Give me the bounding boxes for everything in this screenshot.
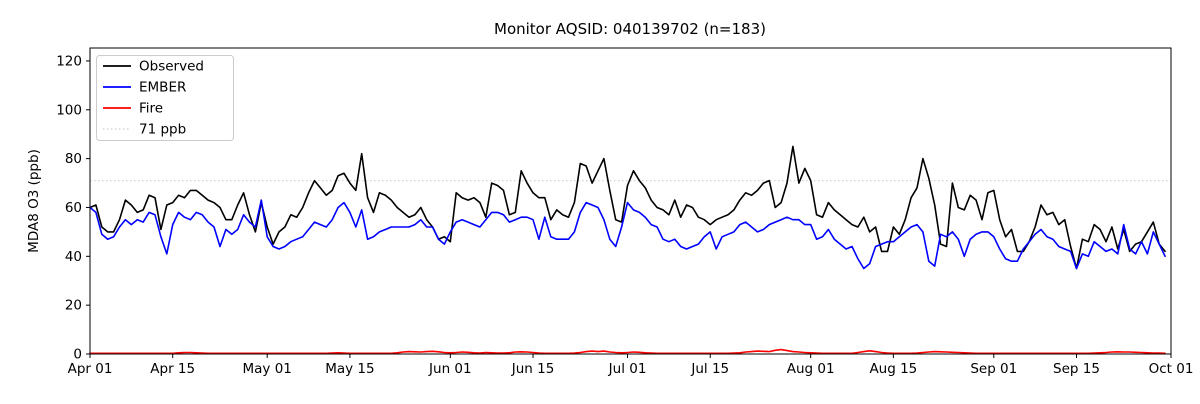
- y-tick-label: 80: [65, 151, 82, 167]
- legend-label-fire: Fire: [139, 101, 163, 117]
- plot-border: [89, 47, 1172, 355]
- x-tick-label: Aug 01: [787, 361, 835, 377]
- x-tick-label: Jul 15: [690, 361, 729, 377]
- legend: Observed EMBER Fire 71 ppb: [96, 55, 234, 141]
- x-tick-label: Apr 15: [150, 361, 195, 377]
- x-tick-label: May 15: [325, 361, 374, 377]
- series-observed-line: [89, 145, 1166, 270]
- x-tick-label: May 01: [243, 361, 292, 377]
- plot-layer: 0 20 40 60 80 100 120 Apr 01 Apr 15 May 01 May 15 J…: [56, 53, 1193, 377]
- legend-box: [96, 55, 234, 141]
- y-tick-label: 100: [56, 102, 82, 118]
- x-tick-label: Jun 01: [428, 361, 472, 377]
- y-tick-label: 120: [56, 53, 82, 69]
- legend-label-ember: EMBER: [139, 80, 186, 96]
- x-tick-label: Jun 15: [511, 361, 555, 377]
- y-axis-label: MDA8 O3 (ppb): [26, 149, 42, 253]
- series-ember-line: [89, 199, 1166, 270]
- legend-label-threshold: 71 ppb: [139, 122, 186, 138]
- y-tick-label: 40: [65, 249, 82, 265]
- y-tick-label: 0: [73, 347, 82, 363]
- y-tick-label: 20: [65, 298, 82, 314]
- x-tick-label: Aug 15: [869, 361, 917, 377]
- chart-title: Monitor AQSID: 040139702 (n=183): [494, 20, 766, 38]
- x-tick-label: Sep 01: [970, 361, 1017, 377]
- x-tick-label: Apr 01: [68, 361, 113, 377]
- y-tick-label: 60: [65, 200, 82, 216]
- x-tick-label: Sep 15: [1053, 361, 1100, 377]
- series-fire-line: [89, 348, 1166, 355]
- x-tick-label: Oct 01: [1149, 361, 1194, 377]
- x-tick-label: Jul 01: [608, 361, 647, 377]
- legend-label-observed: Observed: [139, 59, 204, 75]
